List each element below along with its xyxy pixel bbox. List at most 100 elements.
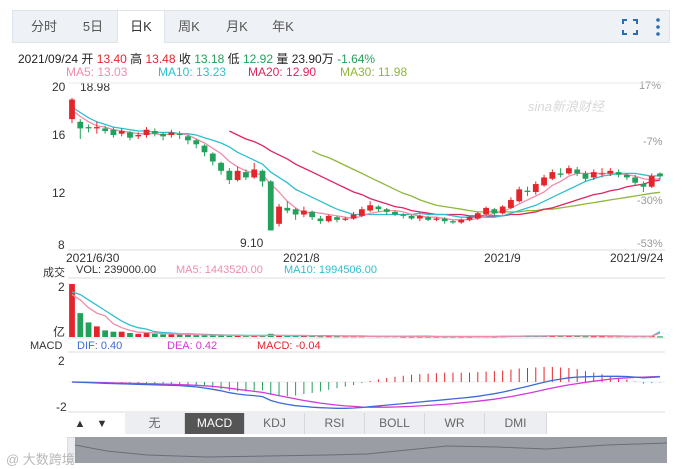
volume-value: VOL: 239000.00	[76, 264, 157, 276]
dif-line	[71, 375, 661, 409]
candle-body	[201, 145, 208, 153]
volume-bar	[325, 336, 332, 338]
candle-body	[309, 211, 316, 218]
volume-bar	[276, 335, 282, 337]
tab-5day[interactable]: 5日	[82, 19, 104, 34]
ma5-line	[71, 109, 661, 221]
volume-bar	[524, 335, 531, 337]
candle-body	[640, 184, 647, 187]
range-navigator[interactable]	[67, 437, 667, 463]
more-vertical-icon[interactable]	[647, 16, 669, 38]
volume-bar	[466, 336, 473, 338]
candle-body	[648, 176, 655, 187]
candle-body	[615, 172, 622, 175]
candle-body	[193, 140, 200, 145]
candle-body	[85, 127, 92, 129]
volume-bar	[632, 336, 639, 338]
volume-bar	[102, 330, 109, 337]
candle-body	[334, 217, 340, 220]
quote-summary: 2021/09/24 开 13.40 高 13.48 收 13.18 低 12.…	[18, 52, 376, 66]
candle-body	[632, 177, 639, 183]
volume-unit-label: 亿	[53, 325, 66, 339]
volume-bar	[218, 335, 224, 337]
candle-body	[243, 172, 249, 178]
volume-bar	[574, 335, 581, 337]
tab-yearly-k[interactable]: 年K	[272, 19, 294, 34]
indicator-none-button[interactable]: 无	[125, 413, 185, 434]
watermark: @ 大数跨境	[6, 452, 75, 467]
candle-body	[458, 219, 465, 223]
candle-body	[342, 218, 349, 220]
volume-bar	[334, 336, 340, 338]
candle-body	[185, 136, 191, 141]
volume-bar	[358, 336, 365, 338]
indicator-kdj-button[interactable]: KDJ	[245, 413, 305, 434]
candle-body	[400, 214, 407, 216]
volume-bar	[201, 335, 208, 337]
candle-body	[566, 168, 572, 174]
tab-weekly-k[interactable]: 周K	[178, 19, 200, 34]
tab-daily-k[interactable]: 日K	[117, 11, 165, 43]
candle-body	[350, 214, 357, 219]
indicator-rsi-button[interactable]: RSI	[305, 413, 365, 434]
volume-bar	[400, 336, 407, 338]
candle-body	[582, 173, 589, 179]
indicator-boll-button[interactable]: BOLL	[365, 413, 425, 434]
candle-body	[77, 121, 84, 129]
volume-bar	[259, 335, 266, 337]
candle-body	[143, 129, 150, 136]
volume-bar	[350, 336, 357, 338]
volume-ma5: MA5: 1443520.00	[176, 264, 263, 276]
candle-body	[474, 213, 481, 219]
candle-body	[599, 173, 605, 175]
indicator-dmi-button[interactable]: DMI	[485, 413, 547, 434]
candle-body	[209, 153, 216, 162]
volume-bar	[549, 335, 556, 337]
candle-body	[450, 221, 456, 223]
volume-bar	[657, 336, 663, 338]
indicator-macd-button[interactable]: MACD	[185, 413, 245, 434]
candle-body	[234, 170, 241, 181]
volume-bar	[251, 335, 258, 337]
pct-label-2: -7%	[643, 136, 663, 148]
scroll-down-button[interactable]: ▼	[96, 418, 108, 430]
candle-body	[466, 217, 473, 220]
period-tab-bar: 分时 5日 日K 周K 月K 年K	[12, 10, 670, 43]
candle-body	[251, 169, 258, 178]
macd-series	[71, 366, 661, 409]
volume-bar	[483, 336, 489, 338]
range-navigator-selection[interactable]	[75, 437, 667, 463]
volume-bar	[168, 334, 175, 337]
indicator-wr-button[interactable]: WR	[425, 413, 485, 434]
volume-bar	[300, 335, 307, 337]
volume-bar	[367, 335, 374, 337]
volume-bar	[193, 335, 200, 337]
tab-intraday[interactable]: 分时	[30, 19, 57, 34]
expand-icon[interactable]	[619, 16, 641, 38]
candle-body	[590, 172, 597, 178]
volume-bar	[226, 335, 233, 337]
candle-body	[267, 181, 274, 231]
candle-body	[218, 162, 224, 171]
volume-ma5-line	[71, 294, 661, 338]
candle-body	[416, 215, 423, 219]
volume-bar	[309, 335, 316, 337]
sina-finance-logo: sina新浪财经	[528, 99, 604, 114]
scroll-up-button[interactable]: ▲	[74, 418, 86, 430]
quote-high: 13.48	[145, 52, 176, 66]
volume-bar	[176, 334, 183, 337]
date-label-sep: 2021/9	[484, 251, 521, 265]
tab-monthly-k[interactable]: 月K	[226, 19, 248, 34]
macd-dif: DIF: 0.40	[77, 340, 123, 352]
volume-bar	[425, 336, 432, 338]
volume-bar	[499, 336, 506, 338]
volume-bar	[151, 333, 158, 337]
macd-title: MACD	[30, 340, 63, 352]
date-label-start: 2021/6/30	[66, 251, 120, 265]
volume-bar	[590, 336, 597, 338]
ma5-label: MA5: 13.03	[66, 65, 128, 79]
annotation-high: 18.98	[80, 80, 111, 94]
candle-body	[433, 218, 440, 220]
volume-bar	[607, 336, 614, 338]
